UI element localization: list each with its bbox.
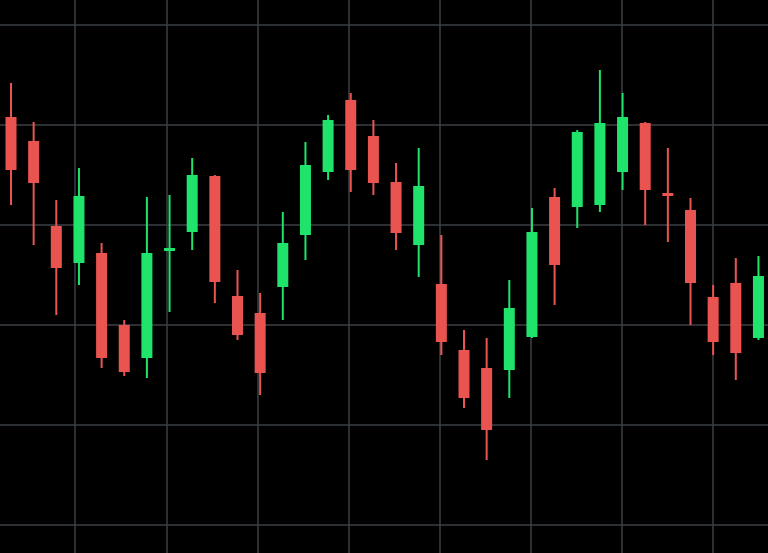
candle-body: [299, 165, 311, 235]
candle-body: [662, 193, 674, 196]
candle-body: [254, 313, 266, 373]
candle-body: [390, 182, 402, 233]
candle-body: [503, 308, 515, 370]
candle-body: [639, 123, 651, 190]
candle-body: [73, 196, 85, 263]
candle-body: [96, 253, 108, 358]
candle-body: [345, 100, 357, 170]
candle-body: [481, 368, 493, 430]
candle-body: [413, 186, 425, 245]
candle-body: [28, 141, 40, 183]
candle-body: [752, 276, 764, 338]
candle-body: [685, 210, 696, 283]
candle-body: [232, 296, 243, 335]
candle-body: [526, 232, 538, 337]
candle-body: [209, 176, 221, 282]
candle-body: [458, 350, 470, 398]
candle-body: [367, 136, 379, 183]
candle-body: [186, 175, 198, 232]
candle-body: [141, 253, 153, 358]
candle-body: [549, 197, 561, 265]
candle-body: [730, 283, 742, 353]
candle-body: [5, 117, 17, 170]
candle-body: [571, 132, 583, 207]
candle-body: [435, 284, 447, 342]
candle-body: [277, 243, 289, 287]
candle-body: [118, 325, 130, 372]
candle-body: [707, 297, 719, 342]
candle-body: [617, 117, 629, 172]
candle-body: [164, 248, 176, 251]
candle-body: [594, 123, 606, 205]
candle-body: [50, 226, 62, 268]
candle-body: [322, 120, 334, 172]
